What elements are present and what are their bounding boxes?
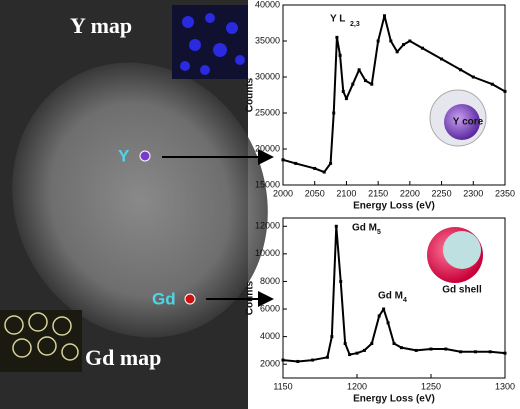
- data-point: [399, 346, 403, 350]
- data-point: [330, 335, 334, 339]
- data-point: [459, 350, 463, 354]
- y-tick-label: 30000: [255, 71, 280, 81]
- x-tick-label: 2200: [400, 188, 420, 198]
- data-point: [338, 53, 342, 57]
- y-tick-label: 6000: [260, 303, 280, 313]
- data-point: [322, 170, 326, 174]
- data-point: [313, 166, 317, 170]
- data-point: [471, 75, 475, 79]
- x-axis-title: Energy Loss (eV): [353, 201, 435, 212]
- y-tick-label: 20000: [255, 143, 280, 153]
- x-tick-label: 1150: [273, 381, 292, 391]
- y-tick-label: 15000: [255, 179, 280, 189]
- annotation: Y L: [330, 14, 345, 25]
- data-point: [357, 68, 361, 72]
- data-point: [490, 82, 494, 86]
- y-tick-label: 25000: [255, 107, 280, 117]
- x-tick-label: 2150: [368, 188, 388, 198]
- data-point: [444, 347, 448, 351]
- x-tick-label: 2050: [305, 188, 325, 198]
- data-point: [334, 224, 338, 228]
- data-point: [402, 43, 406, 47]
- annotation: Gd M: [378, 291, 403, 302]
- x-tick-label: 2350: [495, 188, 515, 198]
- data-point: [351, 82, 355, 86]
- x-axis-title: Energy Loss (eV): [353, 394, 435, 405]
- data-point: [311, 358, 315, 362]
- x-tick-label: 1300: [495, 381, 515, 391]
- data-point: [377, 314, 381, 318]
- y-tick-label: 8000: [260, 276, 280, 286]
- data-point: [343, 342, 347, 346]
- data-point: [325, 355, 329, 359]
- y-tick-label: 35000: [255, 35, 280, 45]
- core-sphere: [429, 89, 487, 147]
- spectrum-line: [282, 14, 506, 174]
- annotation-sub: 2,3: [350, 21, 360, 28]
- data-point: [421, 46, 425, 50]
- data-point: [389, 39, 393, 43]
- inset-label: Y core: [453, 117, 484, 128]
- gd-point-label: Gd: [152, 289, 176, 308]
- x-tick-label: 2100: [336, 188, 356, 198]
- data-point: [370, 342, 374, 346]
- y-tick-label: 10000: [255, 248, 280, 258]
- data-point: [281, 358, 285, 362]
- data-point: [395, 50, 399, 54]
- plot-frame: [282, 217, 506, 379]
- data-point: [386, 321, 390, 325]
- data-point: [503, 351, 507, 355]
- shell-sphere: [427, 227, 483, 283]
- data-point: [408, 39, 412, 43]
- data-point: [429, 347, 433, 351]
- x-tick-label: 1250: [421, 381, 441, 391]
- data-point: [363, 79, 367, 83]
- x-tick-label: 2300: [463, 188, 483, 198]
- y-axis-title: Counts: [245, 77, 256, 112]
- data-point: [332, 111, 336, 115]
- y-tick-label: 40000: [255, 0, 280, 9]
- annotation: Gd M: [352, 223, 377, 234]
- data-point: [473, 350, 477, 354]
- data-point: [370, 82, 374, 86]
- y-tick-label: 12000: [255, 221, 280, 231]
- data-point: [362, 348, 366, 352]
- plot-frame: [282, 4, 506, 186]
- data-point: [414, 348, 418, 352]
- data-point: [459, 68, 463, 72]
- data-point: [339, 279, 343, 283]
- data-point: [281, 158, 285, 162]
- data-point: [355, 351, 359, 355]
- data-point: [344, 97, 348, 101]
- y-point-label: Y: [118, 146, 130, 165]
- data-point: [488, 350, 492, 354]
- annotation-sub: 4: [403, 297, 407, 304]
- micrograph: Y map Gd map Y Gd: [0, 0, 268, 409]
- data-point: [392, 342, 396, 346]
- data-point: [382, 14, 386, 18]
- annotation-sub: 5: [377, 229, 381, 236]
- x-tick-label: 2250: [432, 188, 452, 198]
- data-point: [335, 35, 339, 39]
- data-point: [329, 161, 333, 165]
- y-map-label: Y map: [70, 13, 132, 38]
- x-tick-label: 2000: [273, 188, 293, 198]
- y-tick-label: 2000: [260, 359, 280, 369]
- data-point: [382, 307, 386, 311]
- data-point: [296, 359, 300, 363]
- gd-map-label: Gd map: [85, 345, 161, 370]
- spectrum-line: [282, 225, 506, 363]
- data-point: [503, 89, 507, 93]
- data-point: [348, 353, 352, 357]
- y-axis-title: Counts: [245, 280, 256, 315]
- data-point: [376, 39, 380, 43]
- data-point: [341, 89, 345, 93]
- data-point: [440, 57, 444, 61]
- y-tick-label: 4000: [260, 331, 280, 341]
- inset-label: Gd shell: [442, 285, 482, 296]
- x-tick-label: 1200: [347, 381, 367, 391]
- data-point: [294, 161, 298, 165]
